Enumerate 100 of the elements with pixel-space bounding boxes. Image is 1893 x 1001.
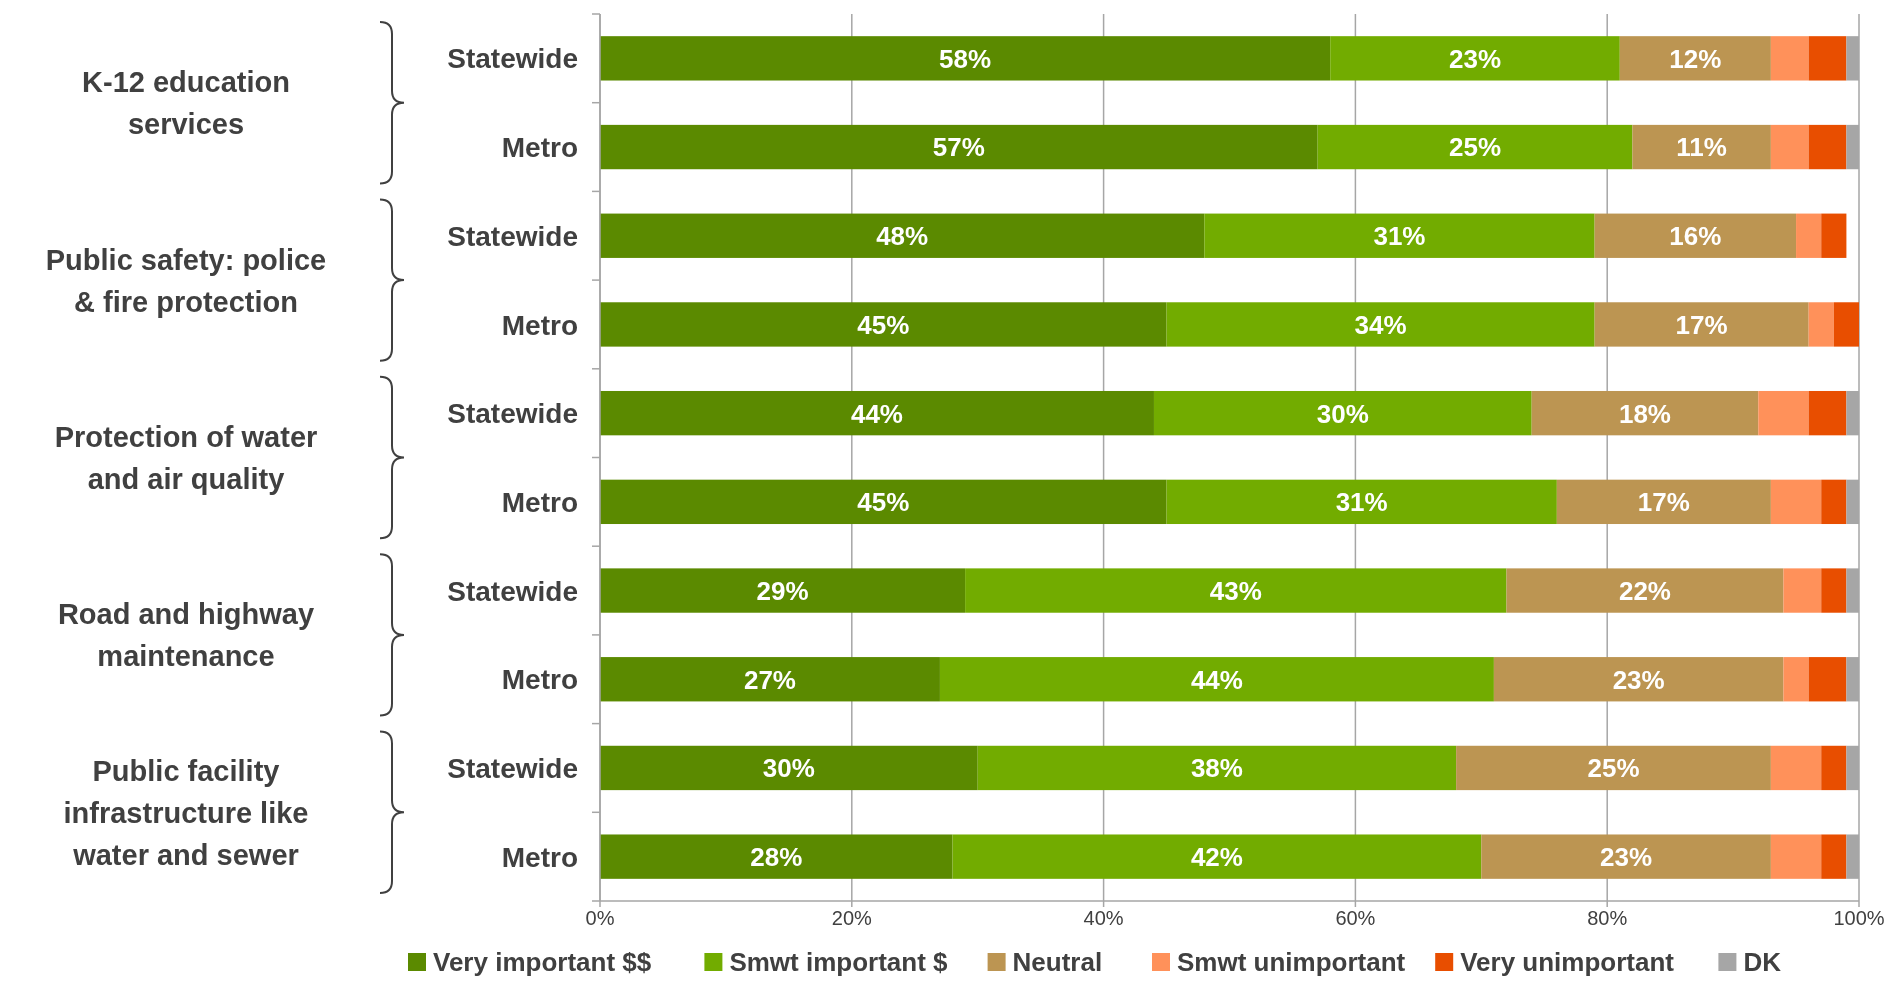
text: Protection of water and air quality (54, 420, 318, 495)
y-tick-label: Metro (501, 486, 578, 518)
bar (1330, 36, 1620, 81)
bar (1493, 657, 1784, 702)
bar (600, 834, 953, 879)
bar (1783, 568, 1822, 613)
bar (600, 213, 1205, 258)
data-label: 25% (1448, 132, 1502, 163)
data-label: 42% (1190, 842, 1243, 873)
data-label: 28% (750, 842, 803, 873)
bar (1770, 745, 1822, 791)
bar (1481, 834, 1771, 879)
bar (1166, 302, 1595, 347)
data-label: 34% (1354, 309, 1407, 340)
bar (600, 657, 940, 702)
data-label: 38% (1190, 753, 1243, 784)
bar (977, 745, 1457, 791)
bar (1758, 390, 1809, 436)
text: Public safety: police & fire protection (45, 243, 327, 318)
text: K-12 education services (82, 66, 290, 141)
x-tick-label: 20% (831, 907, 873, 929)
data-label: 29% (756, 575, 809, 606)
data-label: 31% (1335, 487, 1388, 518)
bar (600, 568, 966, 613)
data-label: 43% (1209, 575, 1262, 606)
x-tick-label: 80% (1587, 907, 1628, 929)
x-tick-label: 0% (585, 907, 615, 929)
legend-label: Smwt important $ (729, 947, 949, 978)
bar (1808, 390, 1847, 436)
bar (600, 390, 1154, 436)
data-label: 22% (1618, 575, 1671, 606)
data-label: 45% (857, 487, 910, 518)
bar (600, 36, 1331, 81)
bar (965, 568, 1507, 613)
y-tick-label: Metro (501, 309, 578, 341)
bar (1821, 213, 1847, 258)
data-label: 25% (1587, 753, 1640, 784)
x-tick-label: 40% (1083, 907, 1124, 929)
bar (1531, 390, 1759, 436)
data-label: 16% (1669, 221, 1722, 252)
legend-label: Neutral (1012, 947, 1103, 978)
x-tick-label: 60% (1335, 907, 1376, 929)
y-tick-label: Statewide (447, 43, 578, 75)
bar (1556, 479, 1771, 525)
bar (1821, 834, 1847, 879)
data-label: 44% (850, 398, 903, 429)
data-label: 17% (1637, 487, 1690, 518)
x-tick-label: 100% (1833, 907, 1885, 929)
bar (600, 745, 978, 791)
data-label: 27% (743, 664, 796, 695)
bar (1770, 124, 1809, 170)
y-tick-label: Metro (501, 132, 578, 164)
data-label: 23% (1612, 664, 1665, 695)
text: Public facility infrastructure like water and sewer (63, 754, 309, 871)
bar (600, 124, 1318, 170)
data-label: 44% (1190, 664, 1243, 695)
data-label: 18% (1618, 398, 1671, 429)
bar (1153, 390, 1532, 436)
data-label: 12% (1669, 43, 1722, 74)
bar (1166, 479, 1557, 525)
text: Road and highway maintenance (57, 598, 315, 673)
bar (939, 657, 1494, 702)
data-label: 17% (1675, 309, 1728, 340)
data-label: 45% (857, 309, 910, 340)
bar (1808, 657, 1847, 702)
bar (1808, 36, 1847, 81)
bar (1808, 302, 1834, 347)
bar (1770, 479, 1822, 525)
legend-label: Smwt unimportant (1177, 947, 1406, 978)
legend-label: Very unimportant (1460, 947, 1675, 978)
bar (1317, 124, 1633, 170)
bar (1821, 568, 1847, 613)
bar (1821, 479, 1847, 525)
bar (600, 479, 1167, 525)
bar (1783, 657, 1809, 702)
bar (1456, 745, 1771, 791)
bar (1833, 302, 1859, 347)
bar (1204, 213, 1595, 258)
bar (952, 834, 1482, 879)
legend-label: DK (1743, 947, 1782, 978)
bar (1770, 36, 1809, 81)
y-tick-label: Metro (501, 841, 578, 873)
bar (1506, 568, 1784, 613)
data-label: 23% (1600, 842, 1653, 873)
bar (1770, 834, 1822, 879)
bar (1821, 745, 1847, 791)
data-label: 57% (932, 132, 985, 163)
data-label: 30% (1316, 398, 1369, 429)
bar (1632, 124, 1771, 170)
bar (1796, 213, 1822, 258)
data-label: 23% (1448, 43, 1502, 74)
bar (1594, 213, 1797, 258)
y-tick-label: Statewide (447, 398, 578, 430)
bar (1808, 124, 1847, 170)
y-tick-label: Metro (501, 664, 578, 696)
data-label: 48% (876, 221, 929, 252)
y-tick-label: Statewide (447, 220, 578, 252)
bar (600, 302, 1167, 347)
y-tick-label: Statewide (447, 575, 578, 607)
legend-label: Very important $$ (433, 947, 652, 978)
